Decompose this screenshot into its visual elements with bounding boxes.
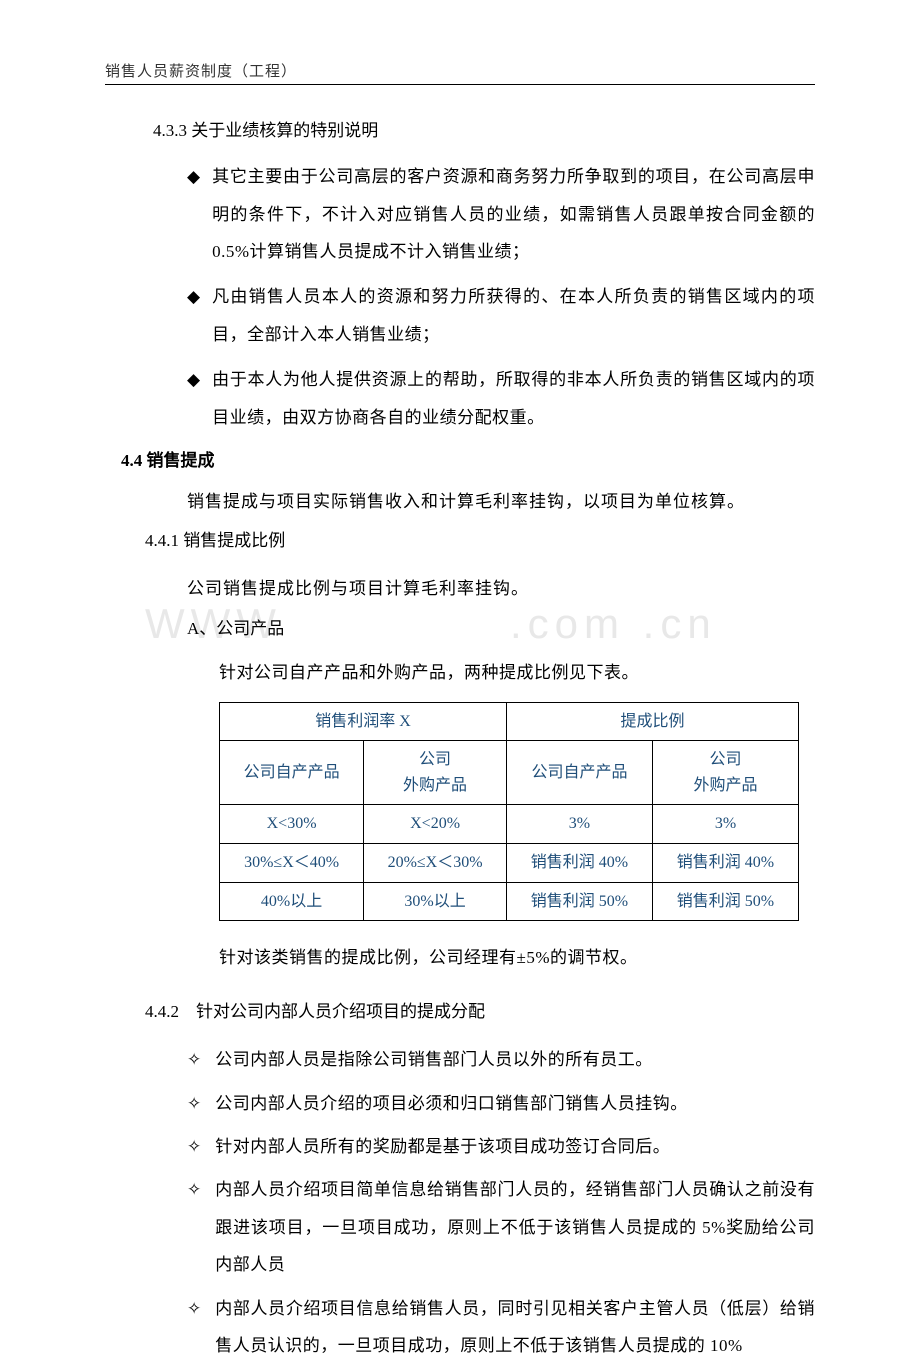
diamond-text: 内部人员介绍项目信息给销售人员，同时引见相关客户主管人员（低层）给销售人员认识的… xyxy=(215,1290,815,1364)
table-cell: 40%以上 xyxy=(220,882,364,921)
table-cell: 3% xyxy=(652,805,798,844)
table-cell: 销售利润 40% xyxy=(506,844,652,883)
table-cell: 30%≤X＜40% xyxy=(220,844,364,883)
diamond-solid-icon: ◆ xyxy=(187,361,200,398)
diamond-item: ✧ 针对内部人员所有的奖励都是基于该项目成功签订合同后。 xyxy=(187,1128,815,1165)
diamond-item: ✧ 内部人员介绍项目简单信息给销售部门人员的，经销售部门人员确认之前没有跟进该项… xyxy=(187,1171,815,1283)
table-cell: X<30% xyxy=(220,805,364,844)
diamond-item: ✧ 公司内部人员介绍的项目必须和归口销售部门销售人员挂钩。 xyxy=(187,1085,815,1122)
table-header-right: 提成比例 xyxy=(506,702,798,741)
diamond-text: 公司内部人员介绍的项目必须和归口销售部门销售人员挂钩。 xyxy=(215,1085,688,1122)
body-text-4-4-1: 公司销售提成比例与项目计算毛利率挂钩。 xyxy=(187,570,815,607)
diamond-outline-icon: ✧ xyxy=(187,1041,201,1078)
bullet-text: 凡由销售人员本人的资源和努力所获得的、在本人所负责的销售区域内的项目，全部计入本… xyxy=(212,278,815,353)
table-subheader: 公司自产产品 xyxy=(220,741,364,805)
header-title: 销售人员薪资制度（工程） xyxy=(105,64,297,80)
diamond-outline-icon: ✧ xyxy=(187,1171,201,1208)
diamond-text: 公司内部人员是指除公司销售部门人员以外的所有员工。 xyxy=(215,1041,653,1078)
bullet-text: 由于本人为他人提供资源上的帮助，所取得的非本人所负责的销售区域内的项目业绩，由双… xyxy=(212,361,815,436)
diamond-solid-icon: ◆ xyxy=(187,278,200,315)
diamond-item: ✧ 公司内部人员是指除公司销售部门人员以外的所有员工。 xyxy=(187,1041,815,1078)
diamond-outline-icon: ✧ xyxy=(187,1085,201,1122)
table-subheader: 公司 外购产品 xyxy=(652,741,798,805)
page-header: 销售人员薪资制度（工程） xyxy=(105,60,815,85)
table-cell: 销售利润 50% xyxy=(506,882,652,921)
diamond-solid-icon: ◆ xyxy=(187,158,200,195)
diamond-outline-icon: ✧ xyxy=(187,1290,201,1327)
table-cell: X<20% xyxy=(364,805,507,844)
table-cell: 30%以上 xyxy=(364,882,507,921)
table-cell: 3% xyxy=(506,805,652,844)
bullet-item: ◆ 凡由销售人员本人的资源和努力所获得的、在本人所负责的销售区域内的项目，全部计… xyxy=(187,278,815,353)
table-subheader: 公司自产产品 xyxy=(506,741,652,805)
bullet-item: ◆ 由于本人为他人提供资源上的帮助，所取得的非本人所负责的销售区域内的项目业绩，… xyxy=(187,361,815,436)
diamond-text: 针对内部人员所有的奖励都是基于该项目成功签订合同后。 xyxy=(215,1128,670,1165)
commission-table: 销售利润率 X 提成比例 公司自产产品 公司 外购产品 公司自产产品 公司 外购… xyxy=(219,702,799,922)
diamond-text: 内部人员介绍项目简单信息给销售部门人员的，经销售部门人员确认之前没有跟进该项目，… xyxy=(215,1171,815,1283)
section-4-3-3: 4.3.3 关于业绩核算的特别说明 xyxy=(153,117,815,144)
section-4-4-2: 4.4.2 针对公司内部人员介绍项目的提成分配 xyxy=(145,995,815,1029)
bullet-item: ◆ 其它主要由于公司高层的客户资源和商务努力所争取到的项目，在公司高层申明的条件… xyxy=(187,158,815,270)
table-note: 针对该类销售的提成比例，公司经理有±5%的调节权。 xyxy=(219,941,815,975)
table-intro: 针对公司自产产品和外购产品，两种提成比例见下表。 xyxy=(219,656,815,690)
bullet-text: 其它主要由于公司高层的客户资源和商务努力所争取到的项目，在公司高层申明的条件下，… xyxy=(212,158,815,270)
list-label-a: A、公司产品 xyxy=(187,612,815,646)
heading-4-4: 4.4 销售提成 xyxy=(121,446,815,471)
diamond-outline-icon: ✧ xyxy=(187,1128,201,1165)
table-header-left: 销售利润率 X xyxy=(220,702,507,741)
table-cell: 销售利润 40% xyxy=(652,844,798,883)
table-subheader: 公司 外购产品 xyxy=(364,741,507,805)
table-cell: 20%≤X＜30% xyxy=(364,844,507,883)
section-4-4-1: 4.4.1 销售提成比例 xyxy=(145,524,815,558)
body-text-4-4: 销售提成与项目实际销售收入和计算毛利率挂钩，以项目为单位核算。 xyxy=(187,483,815,520)
table-cell: 销售利润 50% xyxy=(652,882,798,921)
diamond-item: ✧ 内部人员介绍项目信息给销售人员，同时引见相关客户主管人员（低层）给销售人员认… xyxy=(187,1290,815,1364)
